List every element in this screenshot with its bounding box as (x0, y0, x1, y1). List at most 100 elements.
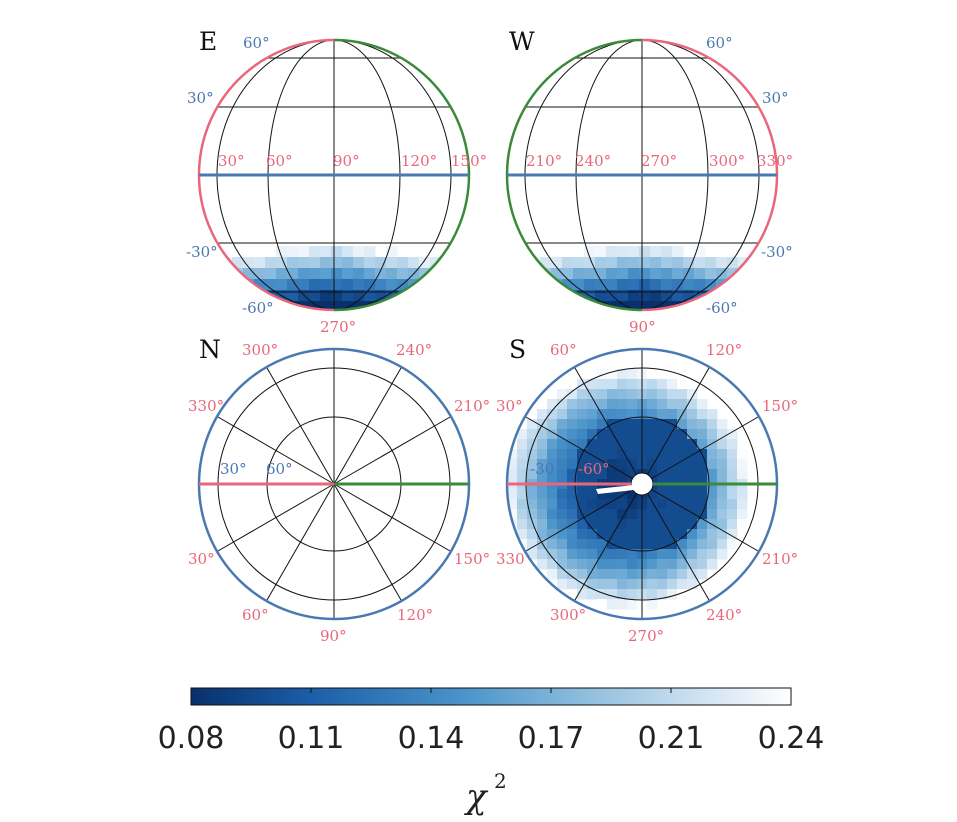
heatmap-cell (265, 279, 277, 291)
heatmap-cell (320, 268, 332, 280)
heatmap-cell (386, 268, 398, 280)
heatmap-cell (707, 489, 718, 500)
heatmap-cell (657, 539, 668, 550)
heatmap-cell (627, 599, 638, 610)
panel-e-title: E (199, 27, 217, 56)
heatmap-cell (557, 539, 568, 550)
heatmap-cell (463, 279, 469, 291)
panel-w-lat-label: 30° (762, 89, 789, 107)
heatmap-cell (687, 439, 698, 450)
heatmap-cell (353, 279, 365, 291)
heatmap-cell (210, 268, 222, 280)
heatmap-cell (537, 409, 548, 420)
grid-spoke (524, 483, 643, 552)
heatmap-cell (537, 509, 548, 520)
heatmap-cell (527, 489, 538, 500)
panel-e-lat-label: -60° (242, 299, 274, 317)
heatmap-cell (694, 246, 706, 258)
heatmap-cell (587, 439, 598, 450)
colorbar-tick-label: 0.24 (758, 721, 825, 756)
heatmap-cell (221, 301, 233, 310)
heatmap-cell (597, 459, 608, 470)
heatmap-cell (265, 257, 277, 269)
heatmap-cell (717, 459, 728, 470)
heatmap-cell (587, 389, 598, 400)
grid-spoke (641, 366, 710, 485)
grid-spoke (266, 483, 335, 602)
heatmap-cell (677, 419, 688, 430)
heatmap-cell (707, 419, 718, 430)
heatmap-cell (567, 449, 578, 460)
heatmap-cell (650, 246, 662, 258)
heatmap-cell (647, 599, 658, 610)
heatmap-cell (607, 509, 618, 520)
heatmap-cell (617, 489, 628, 500)
heatmap-cell (627, 439, 638, 450)
heatmap-cell (507, 301, 519, 310)
grid-spoke (266, 366, 335, 485)
heatmap-cell (342, 279, 354, 291)
heatmap-cell (687, 509, 698, 520)
heatmap-cell (587, 399, 598, 410)
heatmap-cell (551, 257, 563, 269)
heatmap-cell (677, 379, 688, 390)
heatmap-cell (707, 449, 718, 460)
heatmap-cell (617, 268, 629, 280)
panel-n-az-label: 300° (242, 341, 278, 359)
heatmap-cell (221, 279, 233, 291)
heatmap-cell (309, 268, 321, 280)
heatmap-cell (617, 569, 628, 580)
heatmap-cell (452, 290, 464, 302)
heatmap-cell (705, 257, 717, 269)
heatmap-cell (507, 449, 518, 460)
heatmap-cell (607, 599, 618, 610)
heatmap-cell (430, 279, 442, 291)
heatmap-cell (547, 469, 558, 480)
heatmap-cell (627, 489, 638, 500)
heatmap-cell (727, 509, 738, 520)
heatmap-cell (607, 499, 618, 510)
heatmap-cell (587, 519, 598, 530)
heatmap-cell (647, 549, 658, 560)
heatmap-cell (657, 519, 668, 530)
heatmap-cell (697, 539, 708, 550)
heatmap-cell (419, 290, 431, 302)
heatmap-cell (677, 499, 688, 510)
heatmap-cell (687, 469, 698, 480)
heatmap-cell (452, 268, 464, 280)
heatmap-cell (677, 449, 688, 460)
heatmap-cell (517, 519, 528, 530)
heatmap-cell (707, 439, 718, 450)
heatmap-cell (687, 389, 698, 400)
heatmap-cell (298, 268, 310, 280)
heatmap-cell (647, 569, 658, 580)
heatmap-cell (265, 268, 277, 280)
heatmap-cell (717, 549, 728, 560)
heatmap-cell (717, 499, 728, 510)
heatmap-cell (657, 429, 668, 440)
heatmap-cell (507, 290, 519, 302)
heatmap-cell (573, 257, 585, 269)
heatmap-cell (760, 279, 772, 291)
heatmap-cell (557, 469, 568, 480)
panel-w-title: W (509, 27, 535, 56)
heatmap-cell (577, 419, 588, 430)
heatmap-cell (667, 579, 678, 590)
heatmap-cell (760, 301, 772, 310)
heatmap-cell (694, 279, 706, 291)
heatmap-cell (597, 509, 608, 520)
heatmap-cell (547, 499, 558, 510)
heatmap-cell (687, 399, 698, 410)
heatmap-cell (547, 449, 558, 460)
heatmap-cell (518, 301, 530, 310)
heatmap-cell (627, 429, 638, 440)
heatmap-cell (647, 469, 658, 480)
heatmap-cell (577, 409, 588, 420)
heatmap-cell (507, 279, 519, 291)
heatmap-cell (397, 301, 409, 310)
colorbar-tick-label: 0.14 (398, 721, 465, 756)
heatmap-cell (628, 301, 640, 310)
heatmap-cell (657, 509, 668, 520)
heatmap-cell (573, 301, 585, 310)
heatmap-cell (397, 268, 409, 280)
